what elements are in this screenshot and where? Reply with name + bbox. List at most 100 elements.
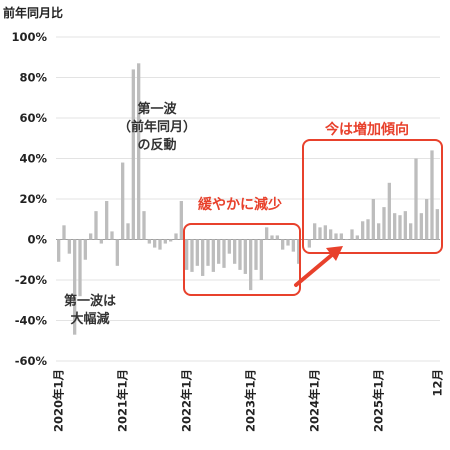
bar	[355, 235, 359, 240]
bar	[409, 223, 413, 240]
y-tick-label: 60%	[19, 111, 47, 125]
bar	[99, 239, 103, 244]
bar	[323, 225, 327, 240]
bar	[126, 223, 130, 240]
bar	[121, 162, 125, 240]
bar	[371, 199, 375, 240]
bar	[307, 239, 311, 248]
bar	[142, 211, 146, 240]
bar	[382, 207, 386, 240]
bar	[329, 229, 333, 240]
y-tick-labels: 100% 80% 60% 40% 20% 0% -20% -40% -60%	[11, 30, 47, 368]
bar	[179, 201, 183, 240]
bar	[211, 239, 215, 272]
bar	[270, 235, 274, 240]
bar	[89, 233, 93, 240]
bar	[147, 239, 151, 244]
bar	[414, 158, 418, 240]
bar	[334, 233, 338, 240]
svg-text:第一波: 第一波	[137, 101, 177, 117]
bar	[403, 211, 407, 240]
bar	[318, 227, 322, 240]
bar	[227, 239, 231, 254]
bar	[169, 239, 173, 242]
bar	[131, 69, 135, 240]
y-tick-label: 100%	[11, 30, 47, 44]
bar	[350, 229, 354, 240]
annotation-increasing: 今は増加傾向	[324, 121, 409, 138]
bar	[195, 239, 199, 266]
bar	[265, 227, 269, 240]
svg-text:第一波は: 第一波は	[64, 293, 116, 309]
bar	[222, 239, 226, 268]
bar	[83, 239, 87, 260]
x-tick-label: 2021年1月	[116, 369, 130, 432]
bar	[243, 239, 247, 274]
bar	[393, 213, 397, 240]
svg-text:大幅減: 大幅減	[70, 311, 109, 327]
bar	[185, 239, 189, 270]
bar	[313, 223, 317, 240]
bar	[419, 213, 423, 240]
bar	[361, 221, 365, 240]
bar	[115, 239, 119, 266]
bar	[339, 233, 343, 240]
bar	[345, 239, 349, 240]
annotation-first-wave-drop: 第一波は 大幅減	[64, 293, 116, 327]
bar	[238, 239, 242, 270]
bar	[275, 235, 279, 240]
bars	[57, 63, 439, 335]
y-tick-label: 40%	[19, 152, 47, 166]
trend-arrow	[294, 246, 343, 287]
bar	[163, 239, 167, 244]
bar	[62, 225, 66, 240]
bar	[425, 199, 429, 240]
bar	[94, 211, 98, 240]
gridlines	[56, 36, 440, 362]
x-tick-label: 2025年1月	[372, 369, 386, 432]
bar	[435, 209, 439, 240]
bar	[110, 231, 114, 240]
y-axis-title: 前年同月比	[3, 5, 63, 20]
bar	[206, 239, 210, 266]
bar	[137, 63, 141, 240]
slowing-highlight-box	[183, 223, 301, 296]
x-tick-label: 2023年1月	[244, 369, 258, 432]
bar	[217, 239, 221, 264]
x-tick-labels: 2020年1月 2021年1月 2022年1月 2023年1月 2024年1月 2025年…	[52, 369, 445, 432]
svg-text:の反動: の反動	[137, 137, 176, 153]
bar	[67, 239, 71, 254]
y-tick-label: 20%	[19, 192, 47, 206]
bar	[254, 239, 258, 270]
bar	[190, 239, 194, 272]
bar	[259, 239, 263, 280]
annotation-first-wave-rebound: 第一波 （前年同月） の反動	[118, 101, 196, 153]
bar	[281, 239, 285, 250]
y-tick-label: 0%	[27, 233, 47, 247]
bar	[366, 219, 370, 240]
bar	[174, 233, 178, 240]
bar	[302, 239, 306, 240]
bar	[201, 239, 205, 276]
bar	[291, 239, 295, 252]
x-tick-label: 12月	[430, 369, 444, 397]
bar	[57, 239, 61, 262]
bar	[430, 150, 434, 240]
bar	[73, 239, 77, 335]
svg-text:（前年同月）: （前年同月）	[118, 119, 196, 135]
annotation-slowing: 緩やかに減少	[198, 196, 282, 213]
y-tick-label: -60%	[15, 354, 48, 368]
x-tick-label: 2022年1月	[180, 369, 194, 432]
bar	[105, 201, 109, 240]
bar	[78, 239, 82, 297]
bar	[249, 239, 253, 291]
bar	[153, 239, 157, 248]
x-tick-label: 2020年1月	[52, 369, 66, 432]
bar	[233, 239, 237, 264]
y-tick-label: -40%	[15, 314, 48, 328]
y-tick-label: -20%	[15, 273, 48, 287]
bar	[286, 239, 290, 246]
bar	[398, 215, 402, 240]
increasing-highlight-box	[302, 139, 443, 254]
